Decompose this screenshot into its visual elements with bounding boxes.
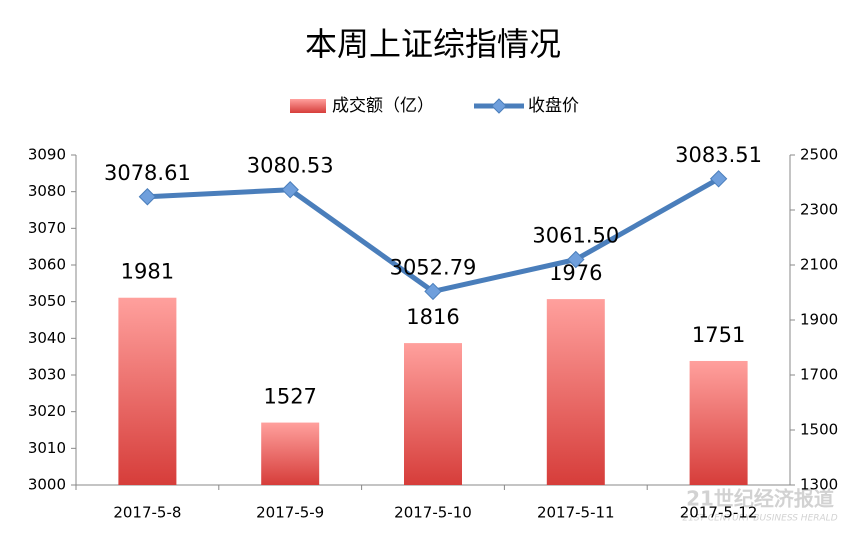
line-value-label: 3080.53 <box>247 154 334 178</box>
y2-tick-label: 1900 <box>800 311 838 329</box>
line-value-label: 3061.50 <box>532 224 619 248</box>
x-tick-label: 2017-5-9 <box>256 504 324 522</box>
chart-title: 本周上证综指情况 <box>305 25 561 63</box>
y2-tick-label: 2500 <box>800 146 838 164</box>
line-marker <box>281 181 299 199</box>
y2-tick-label: 1300 <box>800 476 838 494</box>
y-tick-label: 3090 <box>28 146 66 164</box>
legend-swatch <box>290 99 326 113</box>
y-tick-label: 3030 <box>28 366 66 384</box>
y2-tick-label: 1700 <box>800 366 838 384</box>
y-tick-label: 3010 <box>28 439 66 457</box>
line-marker <box>424 282 442 301</box>
bar-value-label: 1981 <box>121 260 174 284</box>
y-tick-label: 3040 <box>28 329 66 347</box>
y-tick-label: 3070 <box>28 219 66 237</box>
bar <box>118 297 177 485</box>
bar <box>404 343 462 485</box>
legend-label: 成交额（亿） <box>332 96 434 116</box>
line-marker <box>709 170 728 188</box>
y-tick-label: 3000 <box>28 476 66 494</box>
y-tick-label: 3050 <box>28 292 66 310</box>
legend-marker <box>491 98 507 114</box>
bar-value-label: 1816 <box>406 305 459 329</box>
line-value-label: 3083.51 <box>675 143 762 167</box>
y2-tick-label: 1500 <box>800 421 838 439</box>
y2-tick-label: 2100 <box>800 256 838 274</box>
line-value-label: 3052.79 <box>390 255 477 279</box>
bar-value-label: 1751 <box>692 323 745 347</box>
line-value-label: 3078.61 <box>104 161 191 185</box>
watermark: 21世纪经济报道 <box>686 487 834 511</box>
y2-tick-label: 2300 <box>800 201 838 219</box>
y-tick-label: 3020 <box>28 402 66 420</box>
y-tick-label: 3080 <box>28 182 66 200</box>
line-marker <box>138 188 157 206</box>
legend-label: 收盘价 <box>528 96 579 116</box>
bar-value-label: 1527 <box>263 385 316 409</box>
bar <box>261 422 320 485</box>
bar <box>689 360 748 485</box>
x-tick-label: 2017-5-10 <box>394 504 472 522</box>
bar <box>546 299 605 485</box>
x-tick-label: 2017-5-11 <box>537 504 615 522</box>
watermark-subtitle: 21ST CENTURY BUSINESS HERALD <box>682 514 837 524</box>
line-marker <box>567 250 585 269</box>
x-tick-label: 2017-5-12 <box>680 504 758 522</box>
y-tick-label: 3060 <box>28 256 66 274</box>
x-tick-label: 2017-5-8 <box>113 504 181 522</box>
